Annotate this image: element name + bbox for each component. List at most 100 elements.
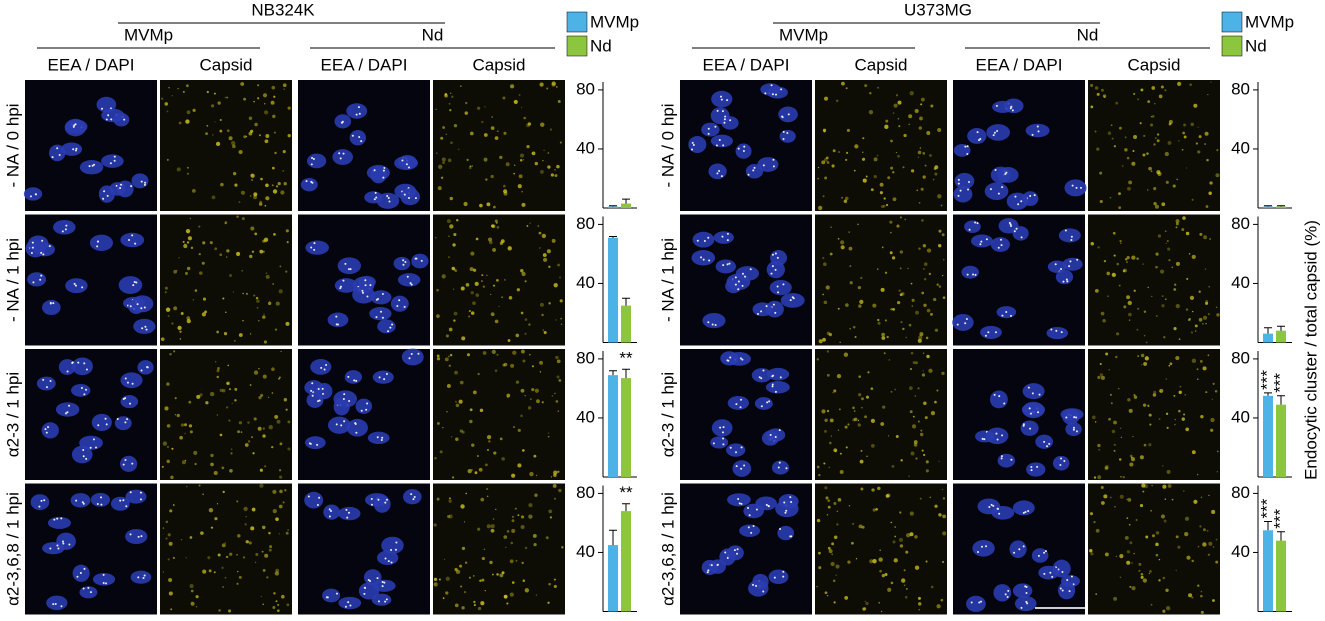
capsid-dot: [1113, 254, 1116, 257]
capsid-dot: [1097, 246, 1100, 249]
capsid-dot: [253, 100, 255, 103]
capsid-dot: [877, 486, 881, 491]
capsid-dot: [524, 332, 527, 335]
error-bar: [622, 503, 630, 512]
endosome-dot: [707, 321, 710, 324]
nucleus: [710, 436, 729, 449]
capsid-dot: [514, 164, 516, 166]
endosome-dot: [378, 376, 381, 379]
capsid-dot: [260, 393, 264, 397]
capsid-dot: [278, 533, 280, 535]
capsid-dot: [902, 327, 905, 331]
capsid-dot: [219, 253, 223, 257]
endosome-dot: [1062, 280, 1065, 283]
capsid-dot: [184, 423, 188, 427]
capsid-dot: [1181, 417, 1185, 421]
y-tick-label: 40: [1231, 273, 1250, 292]
capsid-dot: [527, 122, 532, 126]
capsid-dot: [229, 468, 233, 473]
capsid-dot: [434, 457, 437, 460]
endosome-dot: [1046, 445, 1049, 448]
capsid-dot: [877, 318, 880, 322]
capsid-dot: [161, 465, 164, 468]
capsid-dot: [1131, 161, 1136, 166]
capsid-dot: [1150, 170, 1153, 172]
capsid-dot: [1182, 131, 1185, 135]
error-bar: [609, 529, 617, 546]
capsid-dot: [165, 537, 168, 540]
endosome-dot: [741, 272, 744, 275]
capsid-dot: [925, 560, 928, 563]
capsid-dot: [900, 321, 903, 324]
capsid-dot: [1159, 269, 1165, 274]
capsid-dot: [1189, 295, 1195, 300]
capsid-dot: [232, 144, 236, 149]
capsid-dot: [1194, 324, 1198, 328]
endosome-dot: [1037, 411, 1040, 414]
endosome-dot: [772, 303, 775, 306]
endosome-dot: [129, 402, 132, 405]
capsid-dot: [539, 371, 542, 373]
capsid-dot: [1115, 555, 1118, 558]
endosome-dot: [988, 506, 991, 509]
capsid-dot: [847, 560, 851, 564]
capsid-dot: [817, 177, 820, 180]
endosome-dot: [351, 134, 354, 137]
capsid-dot: [471, 443, 475, 447]
capsid-dot: [524, 588, 530, 593]
nucleus: [394, 156, 418, 170]
capsid-dot: [238, 149, 243, 155]
endosome-dot: [344, 605, 347, 608]
endosome-dot: [107, 114, 110, 117]
capsid-dot: [1193, 499, 1198, 504]
nucleus: [727, 493, 751, 507]
capsid-dot: [229, 273, 233, 277]
capsid-dot: [262, 525, 266, 530]
endosome-dot: [720, 175, 723, 178]
capsid-dot: [1146, 152, 1149, 155]
capsid-dot: [901, 292, 905, 296]
capsid-dot: [828, 332, 833, 337]
capsid-dot: [546, 87, 549, 90]
endosome-dot: [143, 183, 146, 186]
capsid-dot: [912, 361, 916, 365]
capsid-dot: [1139, 122, 1142, 125]
capsid-dot: [1094, 130, 1097, 133]
nucleus: [41, 422, 59, 439]
endosome-dot: [68, 404, 71, 407]
capsid-dot: [258, 320, 260, 322]
capsid-dot: [490, 293, 492, 296]
y-tick-label: 80: [576, 79, 595, 98]
capsid-dot: [1155, 265, 1158, 269]
capsid-dot: [285, 321, 290, 326]
capsid-dot: [1099, 362, 1102, 366]
endosome-dot: [790, 500, 793, 503]
endosome-dot: [131, 462, 134, 465]
nucleus: [751, 368, 772, 383]
nucleus: [771, 460, 790, 475]
capsid-dot: [248, 541, 252, 545]
bar: [1276, 404, 1286, 477]
capsid-dot: [536, 399, 540, 404]
capsid-dot: [448, 514, 453, 519]
capsid-dot: [860, 449, 863, 452]
endosome-dot: [972, 273, 975, 276]
capsid-dot: [461, 546, 466, 551]
capsid-dot: [877, 86, 880, 89]
capsid-dot: [236, 215, 239, 218]
capsid-dot: [437, 422, 440, 425]
capsid-dot: [214, 247, 218, 251]
endosome-dot: [45, 386, 48, 389]
endosome-dot: [353, 379, 356, 382]
endosome-dot: [726, 263, 729, 266]
capsid-dot: [440, 176, 444, 179]
capsid-dot: [473, 575, 475, 577]
capsid-dot: [1199, 232, 1203, 236]
capsid-dot: [1141, 483, 1146, 488]
nucleus: [745, 164, 764, 179]
endosome-dot: [369, 284, 372, 287]
capsid-dot: [553, 283, 558, 288]
endosome-dot: [391, 323, 394, 326]
capsid-dot: [1107, 295, 1109, 298]
capsid-dot: [1181, 148, 1184, 151]
